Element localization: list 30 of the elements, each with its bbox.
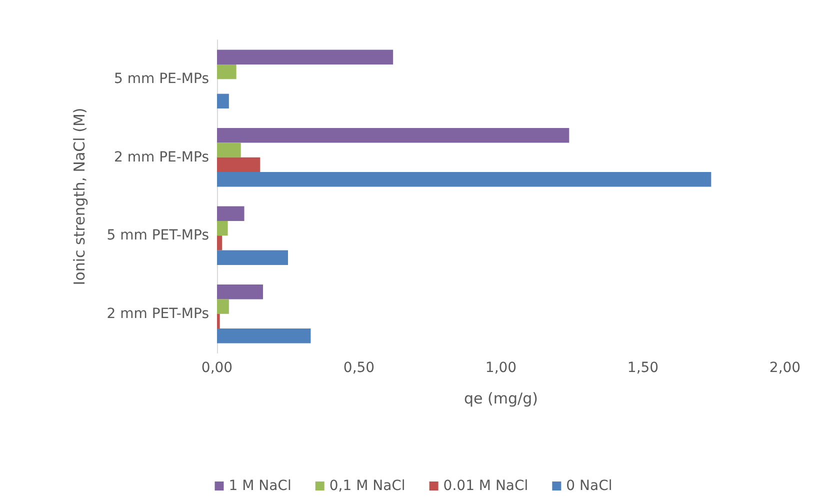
x-tick-label: 1,50 <box>627 360 659 376</box>
bar <box>217 128 570 143</box>
bar <box>217 50 394 64</box>
bar <box>217 142 241 158</box>
bar <box>217 64 236 80</box>
y-tick-label: 5 mm PE-MPs <box>114 71 209 88</box>
x-tick-label: 0,50 <box>343 360 375 376</box>
legend-label: 0,1 M NaCl <box>329 478 406 494</box>
y-tick-label: 2 mm PE-MPs <box>114 149 209 166</box>
x-axis-title: qe (mg/g) <box>464 390 538 408</box>
bar <box>217 314 220 329</box>
bar <box>217 94 229 108</box>
bar <box>217 328 311 344</box>
legend-label: 0 NaCl <box>566 478 612 494</box>
x-tick-label: 0,00 <box>201 360 233 376</box>
bar <box>217 250 288 265</box>
x-tick-label: 1,00 <box>485 360 517 376</box>
bar <box>217 172 712 187</box>
legend-label: 0.01 M NaCl <box>443 478 528 494</box>
legend-label: 1 M NaCl <box>228 478 292 494</box>
bar <box>217 299 229 314</box>
y-tick-label: 5 mm PET-MPs <box>106 228 209 244</box>
bar <box>217 284 264 300</box>
y-tick-label: 2 mm PET-MPs <box>106 306 209 322</box>
bar <box>217 220 228 236</box>
bar <box>217 206 244 221</box>
y-axis-title: Ionic strength, NaCl (M) <box>70 108 88 286</box>
bar <box>217 157 260 172</box>
x-tick-label: 2,00 <box>769 360 801 376</box>
bar <box>217 236 222 250</box>
